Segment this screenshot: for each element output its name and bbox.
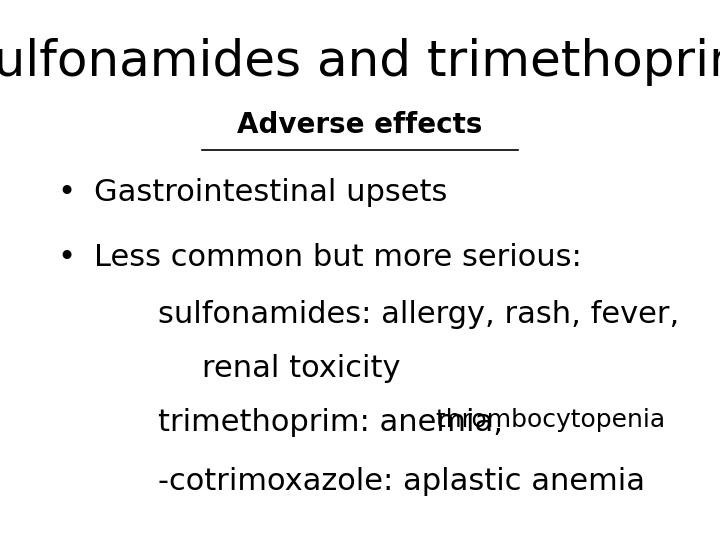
Text: -cotrimoxazole: aplastic anemia: -cotrimoxazole: aplastic anemia	[158, 467, 645, 496]
Text: sulfonamides: allergy, rash, fever,: sulfonamides: allergy, rash, fever,	[158, 300, 680, 329]
Text: •: •	[58, 178, 76, 207]
Text: Adverse effects: Adverse effects	[238, 111, 482, 139]
Text: Gastrointestinal upsets: Gastrointestinal upsets	[94, 178, 447, 207]
Text: renal toxicity: renal toxicity	[202, 354, 400, 383]
Text: Less common but more serious:: Less common but more serious:	[94, 243, 581, 272]
Text: thrombocytopenia: thrombocytopenia	[428, 408, 665, 431]
Text: trimethoprim: anemia,: trimethoprim: anemia,	[158, 408, 503, 437]
Text: •: •	[58, 243, 76, 272]
Text: Sulfonamides and trimethoprim: Sulfonamides and trimethoprim	[0, 38, 720, 86]
